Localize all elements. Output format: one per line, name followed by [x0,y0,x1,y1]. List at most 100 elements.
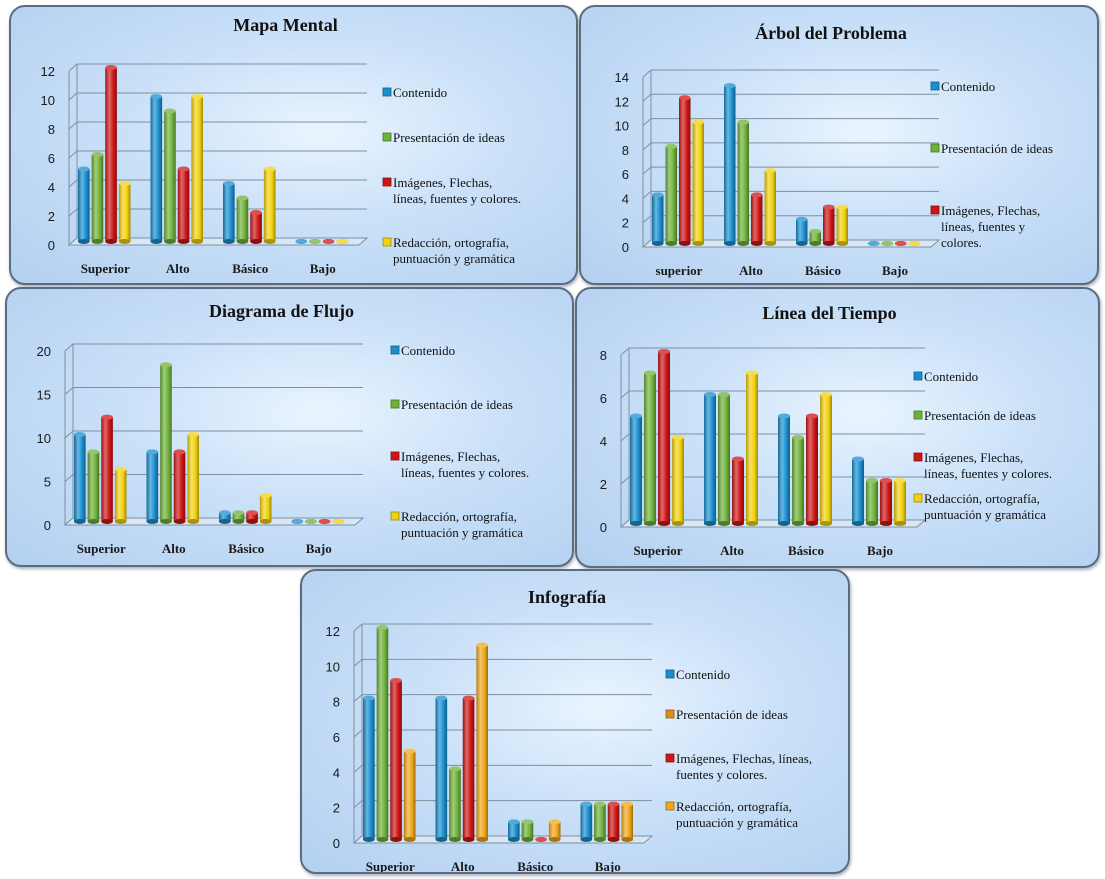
legend-swatch [665,709,675,719]
y-tick-label: 4 [48,180,55,195]
bar-diagrama-de-flujo-basico-s3 [246,510,258,524]
bar-linea-del-tiempo-alto-s1 [704,392,716,526]
bar-linea-del-tiempo-basico-s3 [806,413,818,526]
bar-mapa-mental-alto-s4 [191,94,203,244]
grid-line-depth [353,623,363,632]
grid-line-depth [64,387,74,395]
y-tick-label: 12 [615,94,629,109]
bar-arbol-del-problema-bajo-s2 [881,241,893,246]
y-tick-label: 8 [600,348,607,363]
grid-line-depth [642,166,652,175]
legend-swatch [382,237,392,247]
legend-swatch [913,493,923,503]
bar-arbol-del-problema-bajo-s3 [895,241,907,246]
bar-diagrama-de-flujo-alto-s2 [160,362,172,524]
bar-arbol-del-problema-superior-s3 [679,95,691,246]
legend-swatch [382,177,392,187]
y-tick-label: 14 [615,70,629,85]
legend-item-1: Contenido [390,343,455,358]
y-tick-label: 0 [48,238,55,253]
legend-swatch [913,410,923,420]
legend-label: Contenido [924,369,978,384]
chart-svg: Infografía 0 2 4 6 8 10 12 Superior Alto Básico Baj… [326,587,813,874]
y-tick-label: 4 [622,191,629,206]
bar-mapa-mental-alto-s1 [150,94,163,244]
bar-linea-del-tiempo-alto-s4 [746,370,758,526]
bar-linea-del-tiempo-bajo-s2 [866,478,878,526]
legend-label: Imágenes, Flechas, líneas, fuentes y colo… [924,450,1052,481]
grid-line-depth [620,347,630,356]
x-tick-label: Bajo [306,541,332,556]
bar-arbol-del-problema-alto-s4 [764,168,776,246]
bar-linea-del-tiempo-bajo-s1 [852,456,864,526]
legend-swatch [665,669,675,679]
x-tick-label: Alto [162,541,186,556]
grid-line-depth [642,215,652,224]
y-tick-label: 8 [333,695,340,710]
legend-swatch [930,143,940,153]
legend-label: Presentación de ideas [941,141,1053,156]
bar-diagrama-de-flujo-superior-s1 [74,432,86,524]
chart-panel-infografia: Infografía 0 2 4 6 8 10 12 Superior Alto Básico Baj… [300,569,850,874]
y-tick-label: 6 [333,730,340,745]
bar-diagrama-de-flujo-alto-s4 [187,432,199,524]
grid-line-depth [64,343,74,352]
bar-linea-del-tiempo-superior-s4 [672,435,684,526]
grid-line-depth [68,150,78,159]
legend-swatch [390,511,400,521]
x-tick-label: Bajo [595,859,621,874]
legend-item-3: Imágenes, Flechas, líneas, fuentes y colo… [382,175,521,206]
grid-line-depth [642,142,652,151]
bar-infografia-bajo-s2 [594,801,606,842]
grid-line-depth [64,474,74,482]
y-tick-label: 10 [326,659,340,674]
bar-infografia-bajo-s4 [621,801,633,842]
y-tick-label: 10 [41,93,55,108]
chart-floor [352,835,654,844]
x-tick-label: Bajo [310,261,336,276]
legend-label: Presentación de ideas [924,408,1036,423]
grid-line-depth [68,63,78,72]
bar-linea-del-tiempo-alto-s3 [732,456,744,526]
bar-diagrama-de-flujo-basico-s4 [259,492,272,524]
grid-line-depth [353,658,363,667]
x-tick-label: Alto [166,261,190,276]
bar-infografia-alto-s2 [449,766,461,842]
legend-item-3: Imágenes, Flechas, líneas, fuentes y color… [930,203,1040,250]
bar-mapa-mental-superior-s2 [91,152,104,244]
bar-mapa-mental-superior-s4 [118,181,131,244]
bar-arbol-del-problema-superior-s2 [665,143,677,246]
y-tick-label: 0 [44,518,51,533]
bar-infografia-bajo-s1 [580,801,593,842]
bar-linea-del-tiempo-bajo-s4 [894,478,906,526]
legend-label: Contenido [401,343,455,358]
bar-infografia-basico-s2 [521,819,534,842]
bar-linea-del-tiempo-basico-s4 [820,392,832,526]
x-tick-label: Superior [81,261,130,276]
bar-mapa-mental-alto-s2 [164,108,176,244]
y-tick-label: 2 [600,477,607,492]
legend-item-4: Redacción, ortografía, puntuación y gramá… [913,491,1046,522]
bar-diagrama-de-flujo-bajo-s2 [305,519,317,524]
bar-diagrama-de-flujo-alto-s1 [146,449,159,524]
x-tick-label: Básico [228,541,264,556]
x-tick-label: Básico [788,543,824,558]
legend-swatch [665,753,675,763]
legend-label: Redacción, ortografía, puntuación y gramá… [924,491,1046,522]
legend-item-3: Imágenes, Flechas, líneas, fuentes y colo… [390,449,529,480]
bar-mapa-mental-superior-s1 [78,166,90,244]
bar-infografia-superior-s1 [363,695,375,842]
bar-diagrama-de-flujo-superior-s4 [114,466,127,524]
grid-line-depth [620,390,630,399]
legend-swatch [390,345,400,355]
x-tick-label: Alto [451,859,475,874]
legend-item-2: Presentación de ideas [913,408,1036,423]
x-tick-label: Básico [805,263,841,278]
chart-panel-diagrama-de-flujo: Diagrama de Flujo 0 5 10 15 20 Superior Alto Bás… [5,287,574,567]
bar-linea-del-tiempo-basico-s2 [792,435,804,526]
bar-linea-del-tiempo-bajo-s3 [880,478,892,526]
y-tick-label: 5 [44,475,51,490]
grid-line-depth [620,433,630,442]
legend-label: Presentación de ideas [401,397,513,412]
chart-panel-linea-del-tiempo: Línea del Tiempo 0 2 4 6 8 Superior Alto Básico B… [575,287,1100,568]
